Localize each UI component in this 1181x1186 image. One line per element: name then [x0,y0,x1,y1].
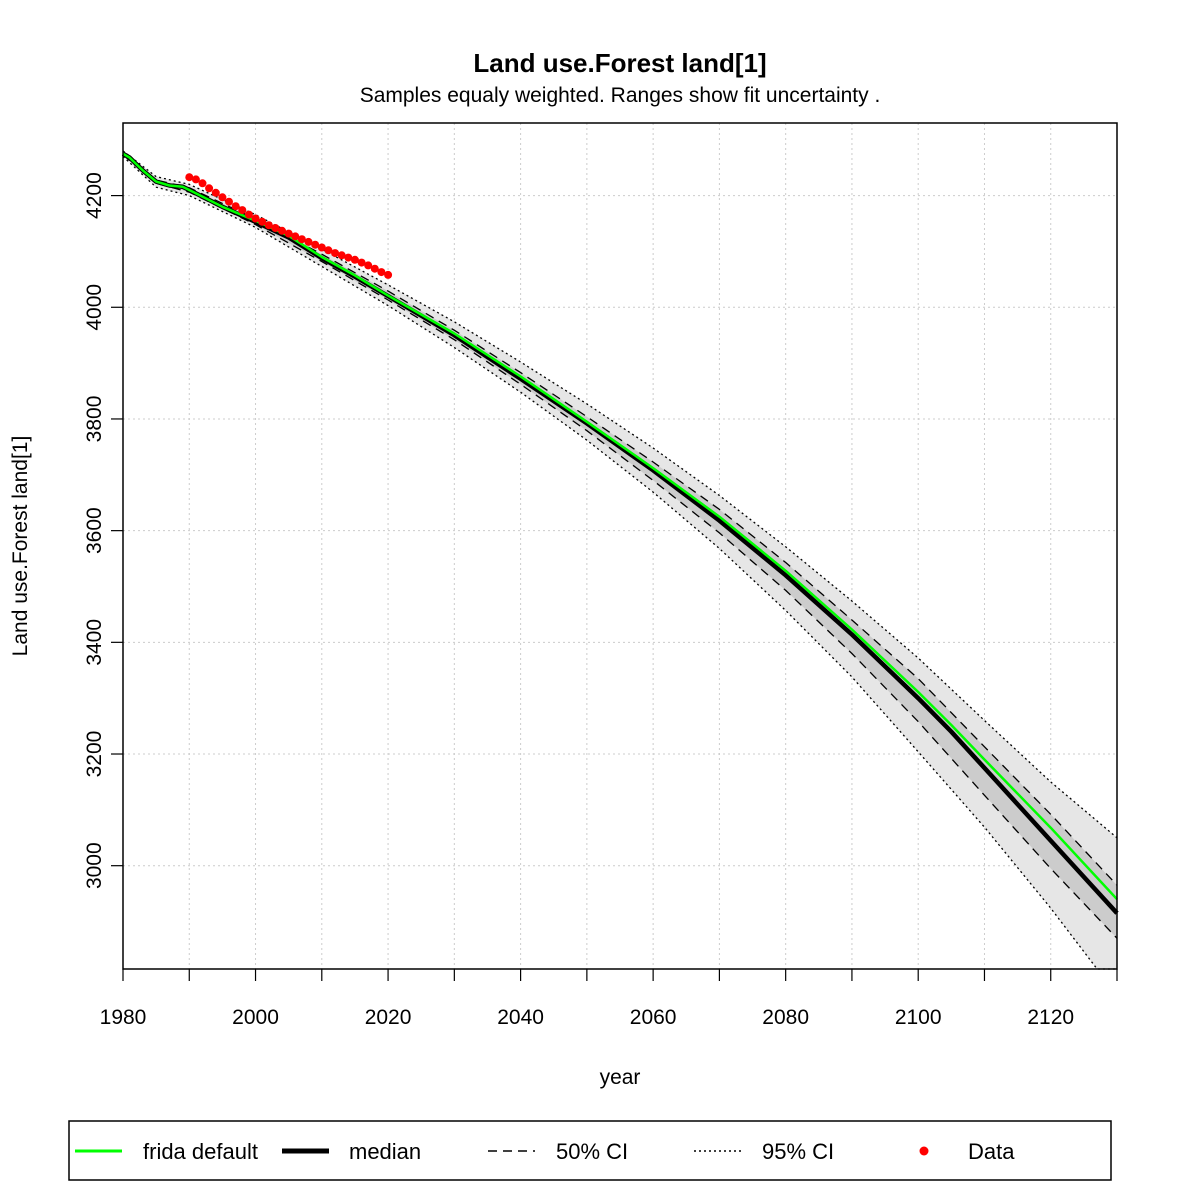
data-point [244,210,253,219]
data-point [185,173,194,182]
data-point [258,217,267,226]
x-tick-label: 2100 [895,1006,942,1029]
data-point [231,202,240,211]
legend-box [68,1120,1112,1181]
data-point [370,264,379,273]
data-point [324,246,333,255]
data-point [264,221,273,230]
legend-label-50ci: 50% CI [556,1139,628,1164]
data-point [238,206,247,215]
y-tick-label: 4000 [83,284,106,331]
data-point [284,229,293,238]
chart-title: Land use.Forest land[1] [473,48,766,78]
x-tick-label: 2080 [762,1006,809,1029]
frida-default-line [122,152,1118,901]
legend-label-median: median [349,1139,421,1164]
ci95-lower-line [122,156,1117,970]
data-points [185,173,393,279]
data-point [331,249,340,258]
chart-subtitle: Samples equaly weighted. Ranges show fit… [360,84,881,107]
data-point [377,268,386,277]
y-axis: 3000 3200 3400 3600 3800 4000 4200 [83,172,123,889]
y-tick-label: 3800 [83,396,106,443]
data-point [384,270,393,279]
data-point [350,255,359,264]
legend-swatch-data [919,1146,929,1156]
y-axis-label: Land use.Forest land[1] [9,436,32,657]
legend-label-data: Data [968,1139,1015,1164]
data-point [218,193,227,202]
y-tick-label: 3400 [83,619,106,666]
data-point [211,188,220,197]
data-point [205,184,214,193]
legend-label-95ci: 95% CI [762,1139,834,1164]
y-tick-label: 3000 [83,842,106,889]
data-point [198,179,207,188]
data-point [337,251,346,260]
x-tick-label: 2120 [1027,1006,1074,1029]
y-tick-label: 4200 [83,172,106,219]
x-tick-label: 2000 [232,1006,279,1029]
x-tick-label: 2060 [630,1006,677,1029]
data-point [357,258,366,267]
y-tick-label: 3600 [83,507,106,554]
plot-frame [122,122,1118,970]
data-point [251,214,260,223]
data-point [278,226,286,235]
x-tick-label: 2020 [365,1006,412,1029]
legend-label-frida-default: frida default [143,1139,258,1164]
data-point [317,243,326,252]
data-point [344,253,353,262]
legend: frida default median 50% CI 95% CI Data [68,1120,1112,1181]
x-tick-label: 2040 [497,1006,544,1029]
x-axis: 1980 2000 2020 2040 2060 2080 2100 2120 [100,969,1118,1029]
data-point [191,175,200,184]
data-point [297,235,306,244]
y-tick-label: 3200 [83,731,106,778]
x-axis-label: year [600,1066,641,1089]
data-point [225,197,233,206]
data-point [364,261,373,270]
data-point [291,232,300,241]
data-point [271,224,280,232]
data-point [304,237,313,246]
x-tick-label: 1980 [100,1006,147,1029]
data-point [311,240,320,249]
